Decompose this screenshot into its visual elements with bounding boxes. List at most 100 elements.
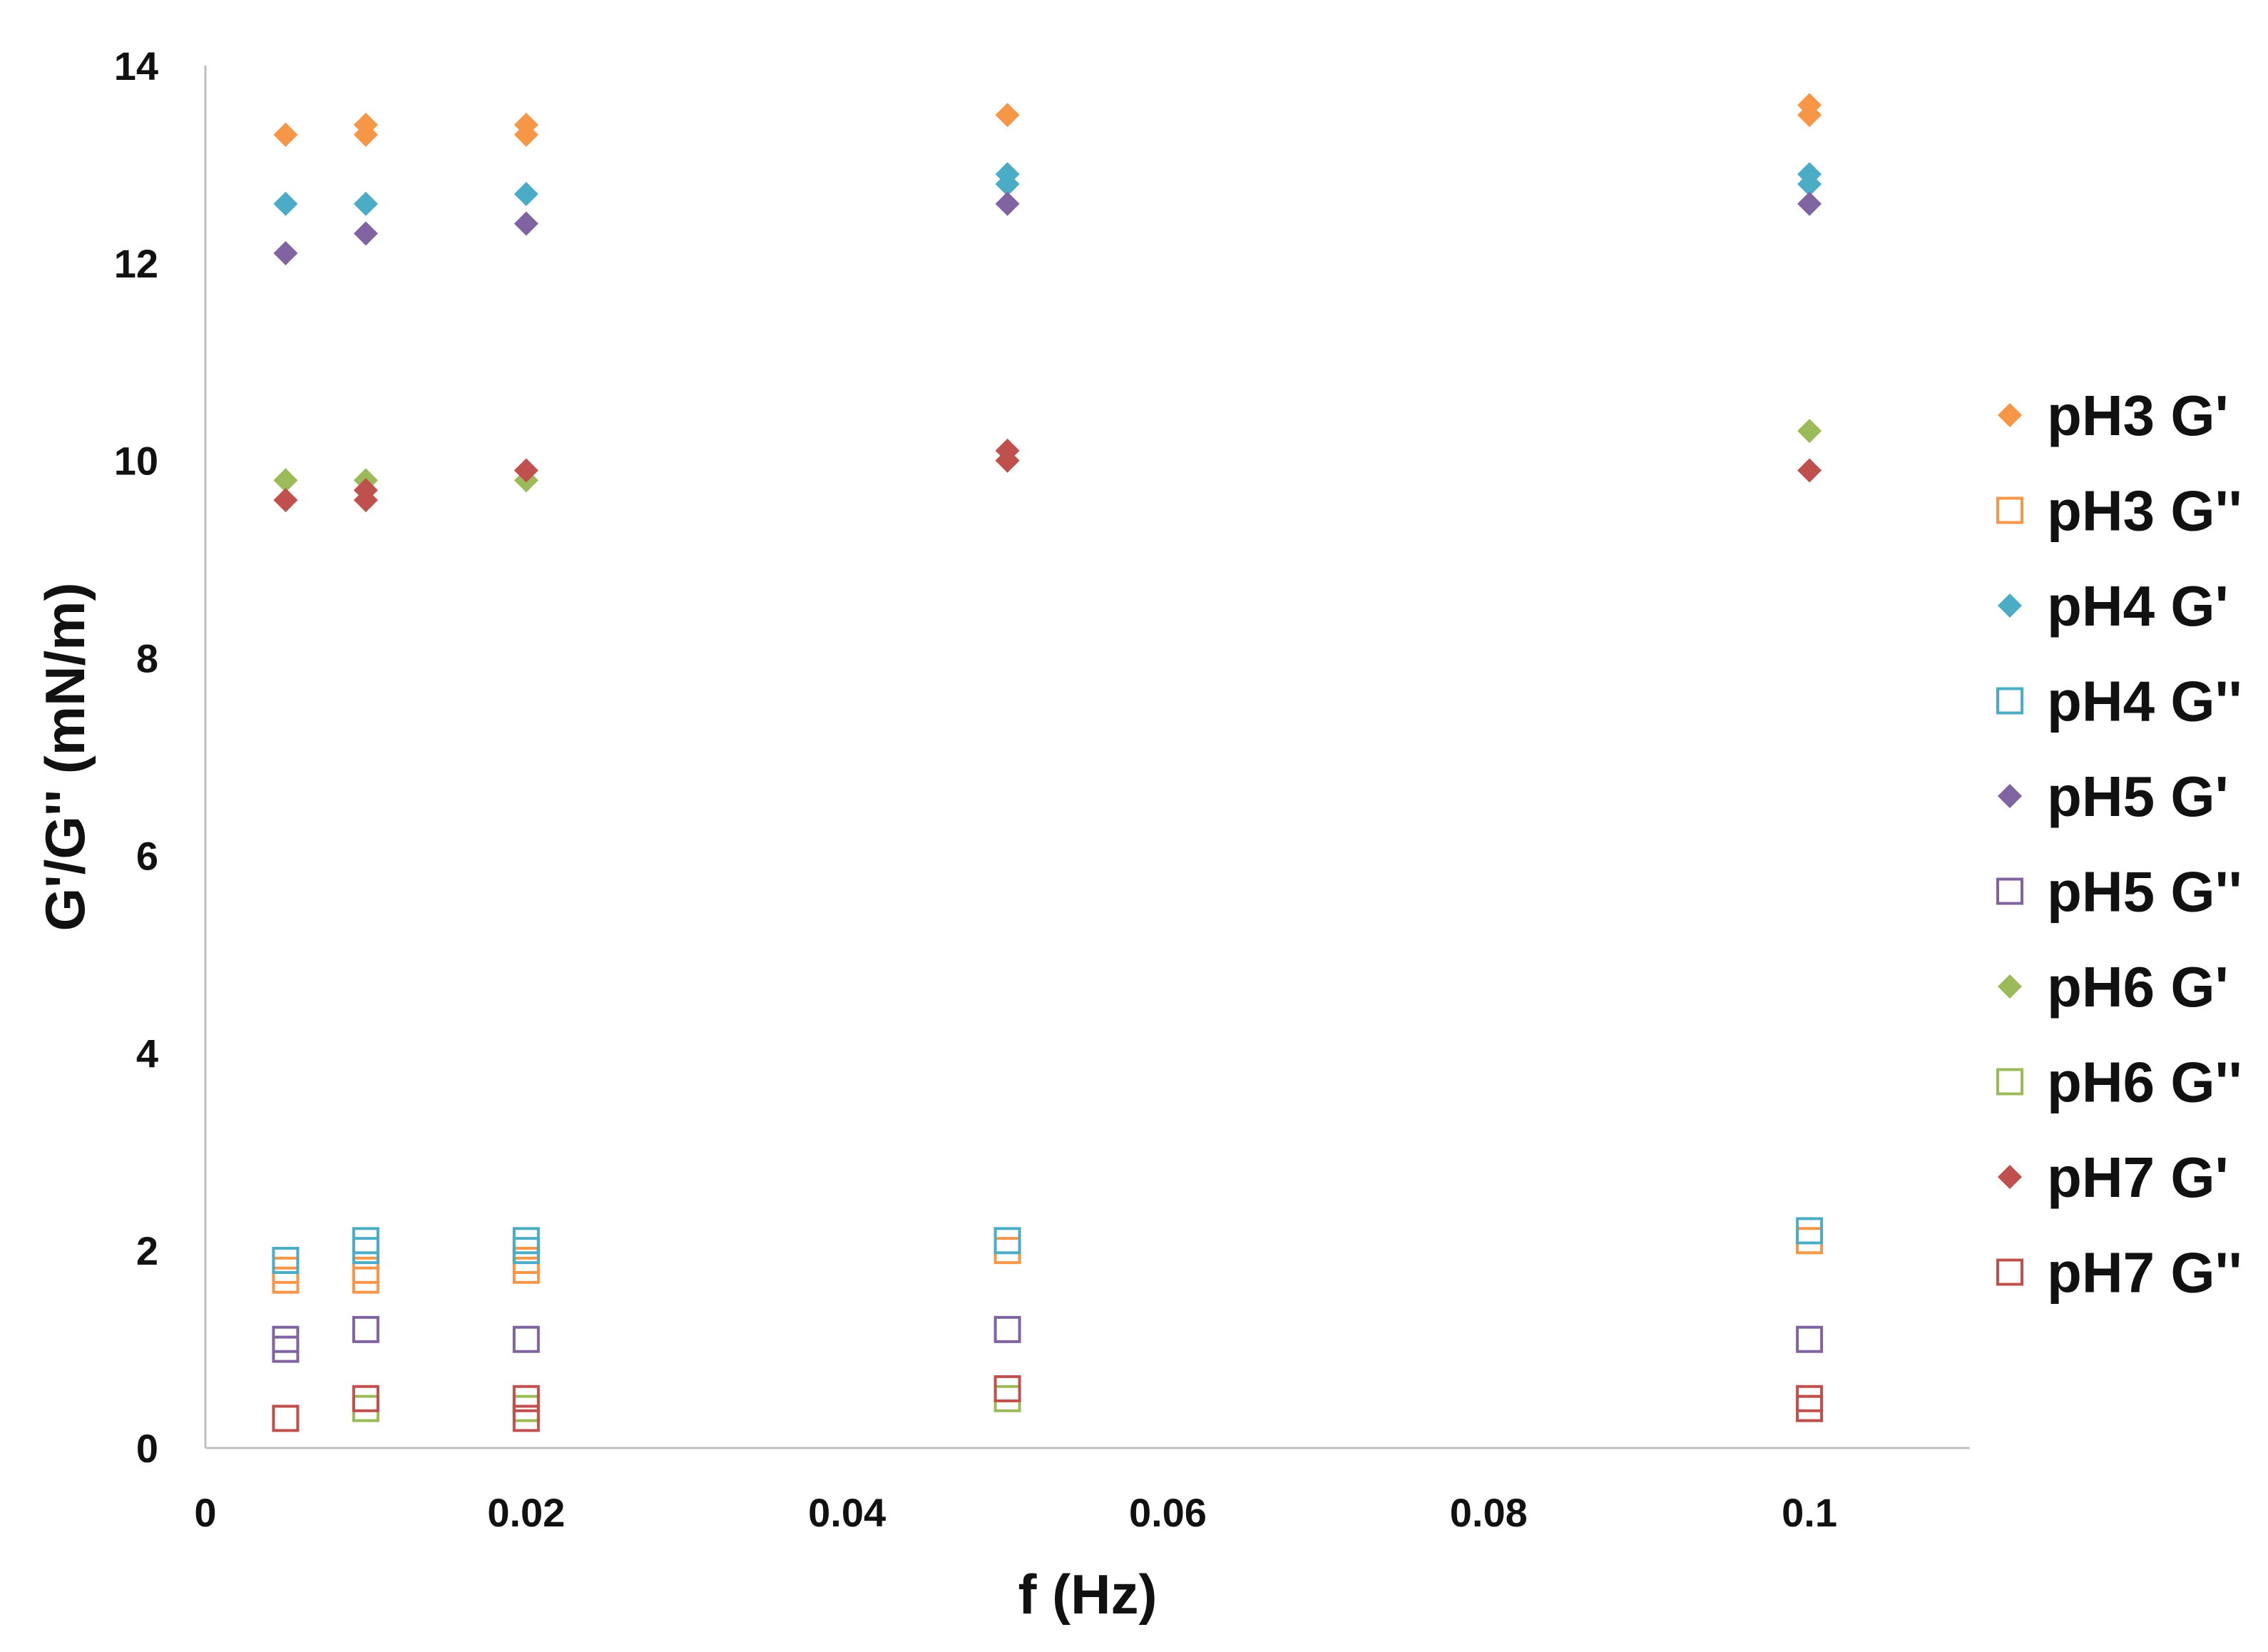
legend-item: pH4 G'' xyxy=(1996,670,2242,733)
data-point xyxy=(272,1404,300,1432)
legend-item: pH5 G'' xyxy=(1996,860,2242,924)
data-point xyxy=(1796,1217,1824,1245)
legend-label: pH6 G' xyxy=(2047,955,2229,1019)
legend-label: pH3 G'' xyxy=(2047,479,2242,543)
series-group xyxy=(273,438,1822,513)
data-point xyxy=(993,1385,1021,1412)
data-point xyxy=(995,162,1020,187)
y-tick-label: 4 xyxy=(136,1031,158,1076)
legend: pH3 G' pH3 G'' pH4 G' pH4 G'' pH5 G' pH5 G'' p… xyxy=(1996,384,2242,1305)
data-point xyxy=(273,191,298,216)
data-point xyxy=(1797,162,1822,187)
data-point xyxy=(995,438,1020,463)
data-point xyxy=(352,1394,379,1422)
data-point xyxy=(512,1394,540,1422)
data-point xyxy=(514,211,538,236)
legend-marker xyxy=(1996,496,2023,524)
data-point xyxy=(272,1256,300,1284)
y-axis-title: G'/G'' (mN/m) xyxy=(34,583,96,932)
legend-label: pH5 G'' xyxy=(2047,860,2242,924)
series-group xyxy=(273,93,1822,147)
legend-marker xyxy=(1998,784,2022,808)
x-tick-label: 0.02 xyxy=(487,1490,565,1535)
data-point xyxy=(353,221,378,246)
data-point xyxy=(993,1237,1021,1265)
data-point xyxy=(1796,1325,1824,1353)
data-point xyxy=(352,1315,379,1343)
legend-item: pH6 G' xyxy=(1998,955,2229,1019)
data-point xyxy=(514,181,538,206)
series-group xyxy=(273,191,1822,266)
data-point xyxy=(995,191,1020,216)
x-tick-labels: 0 0.02 0.04 0.06 0.08 0.1 xyxy=(194,1490,1837,1535)
data-point xyxy=(993,1375,1021,1402)
data-point xyxy=(1797,419,1822,444)
x-tick-label: 0.1 xyxy=(1782,1490,1837,1535)
series-group xyxy=(272,1385,1824,1432)
data-point xyxy=(512,1227,540,1255)
legend-label: pH7 G' xyxy=(2047,1146,2229,1209)
legend-marker xyxy=(1998,403,2022,427)
data-point xyxy=(352,1266,379,1294)
series-group xyxy=(272,1217,1824,1274)
y-tick-label: 0 xyxy=(136,1426,158,1471)
data-point xyxy=(512,1385,540,1412)
y-tick-label: 2 xyxy=(136,1228,158,1273)
legend-label: pH7 G'' xyxy=(2047,1241,2242,1305)
data-point xyxy=(1796,1227,1824,1255)
legend-marker xyxy=(1998,1165,2022,1189)
series-group xyxy=(272,1227,1824,1294)
data-point xyxy=(272,1325,300,1353)
data-point xyxy=(352,1256,379,1284)
data-point xyxy=(272,1335,300,1363)
y-tick-label: 8 xyxy=(136,636,158,681)
legend-item: pH4 G' xyxy=(1998,574,2229,638)
data-point xyxy=(273,122,298,147)
data-point xyxy=(272,1246,300,1274)
data-markers xyxy=(272,93,1824,1432)
y-tick-label: 14 xyxy=(114,44,158,88)
legend-item: pH3 G' xyxy=(1998,384,2229,447)
x-tick-label: 0.04 xyxy=(808,1490,886,1535)
y-tick-label: 12 xyxy=(114,241,158,286)
x-tick-label: 0 xyxy=(194,1490,216,1535)
data-point xyxy=(512,1325,540,1353)
data-point xyxy=(514,113,538,138)
legend-item: pH3 G'' xyxy=(1996,479,2242,543)
data-point xyxy=(512,1404,540,1432)
legend-marker xyxy=(1996,1068,2023,1096)
legend-item: pH7 G' xyxy=(1998,1146,2229,1209)
legend-label: pH5 G' xyxy=(2047,765,2229,828)
data-point xyxy=(1797,458,1822,483)
legend-marker xyxy=(1996,1258,2023,1286)
legend-marker xyxy=(1998,974,2022,999)
x-tick-label: 0.06 xyxy=(1129,1490,1207,1535)
data-point xyxy=(273,488,298,513)
series-group xyxy=(273,162,1822,216)
data-point xyxy=(993,1315,1021,1343)
data-point xyxy=(273,241,298,266)
data-point xyxy=(272,1404,300,1432)
data-point xyxy=(514,458,538,483)
x-axis-title: f (Hz) xyxy=(1018,1563,1158,1626)
y-tick-label: 6 xyxy=(136,833,158,878)
data-point xyxy=(1797,93,1822,118)
legend-item: pH7 G'' xyxy=(1996,1241,2242,1305)
x-tick-label: 0.08 xyxy=(1450,1490,1528,1535)
axes xyxy=(204,66,1970,1449)
legend-label: pH6 G'' xyxy=(2047,1051,2242,1114)
data-point xyxy=(1796,1394,1824,1422)
data-point xyxy=(993,1227,1021,1255)
data-point xyxy=(1796,1394,1824,1422)
series-group xyxy=(272,1315,1824,1363)
data-point xyxy=(995,103,1020,128)
data-point xyxy=(1797,191,1822,216)
data-point xyxy=(353,478,378,503)
legend-label: pH3 G' xyxy=(2047,384,2229,447)
legend-marker xyxy=(1996,877,2023,905)
data-point xyxy=(273,468,298,493)
legend-marker xyxy=(1996,687,2023,715)
data-point xyxy=(352,1385,379,1412)
data-point xyxy=(1796,1385,1824,1412)
